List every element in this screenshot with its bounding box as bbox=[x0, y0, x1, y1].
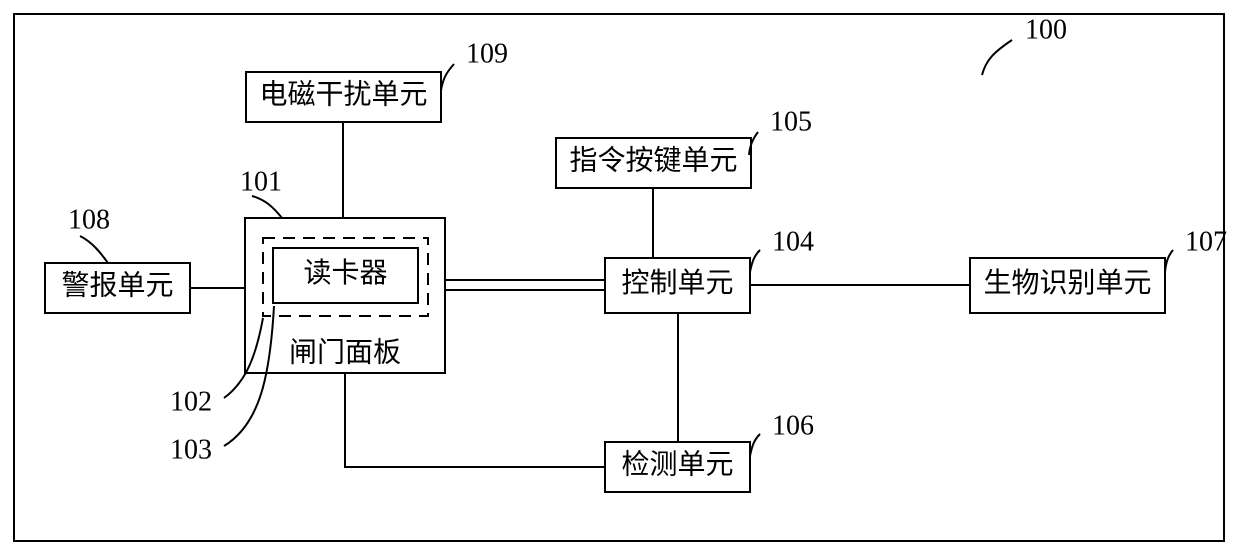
ref-num-105: 105 bbox=[770, 106, 812, 137]
emi-label: 电磁干扰单元 bbox=[259, 78, 427, 110]
bio-label: 生物识别单元 bbox=[983, 267, 1151, 299]
ref-num-109: 109 bbox=[466, 38, 508, 69]
gate-panel-label: 闸门面板 bbox=[289, 336, 401, 368]
ref-labels: 100 109 101 108 105 104 107 106 102 103 bbox=[68, 14, 1227, 465]
nodes: 闸门面板 读卡器 警报单元 电磁干扰单元控制单元 指令按键单元检测单元 生物识别单元 bbox=[45, 72, 1165, 492]
ref-num-107: 107 bbox=[1185, 226, 1227, 257]
ref-leader-107 bbox=[1165, 250, 1173, 272]
ref-num-102: 102 bbox=[170, 386, 212, 417]
ref-leader-108 bbox=[80, 236, 108, 263]
ref-leader-104 bbox=[750, 250, 760, 272]
ref-num-106: 106 bbox=[772, 410, 814, 441]
ref-leader-109 bbox=[441, 64, 454, 90]
alarm-label: 警报单元 bbox=[61, 269, 173, 301]
ref-num-108: 108 bbox=[68, 204, 110, 235]
control-label: 控制单元 bbox=[621, 267, 733, 299]
ref-num-104: 104 bbox=[772, 226, 814, 257]
detect-label: 检测单元 bbox=[621, 448, 733, 480]
ref-num-103: 103 bbox=[170, 434, 212, 465]
edge bbox=[345, 373, 605, 467]
cmd_key-label: 指令按键单元 bbox=[569, 144, 737, 176]
block-diagram: 闸门面板读卡器警报单元电磁干扰单元控制单元指令按键单元检测单元生物识别单元100… bbox=[0, 0, 1239, 553]
ref-leader-106 bbox=[750, 434, 760, 456]
reader-label: 读卡器 bbox=[303, 257, 387, 289]
ref-leader-101 bbox=[252, 196, 282, 218]
ref-num-100: 100 bbox=[1025, 14, 1067, 45]
ref-num-101: 101 bbox=[240, 166, 282, 197]
ref-leader-100 bbox=[982, 40, 1012, 75]
